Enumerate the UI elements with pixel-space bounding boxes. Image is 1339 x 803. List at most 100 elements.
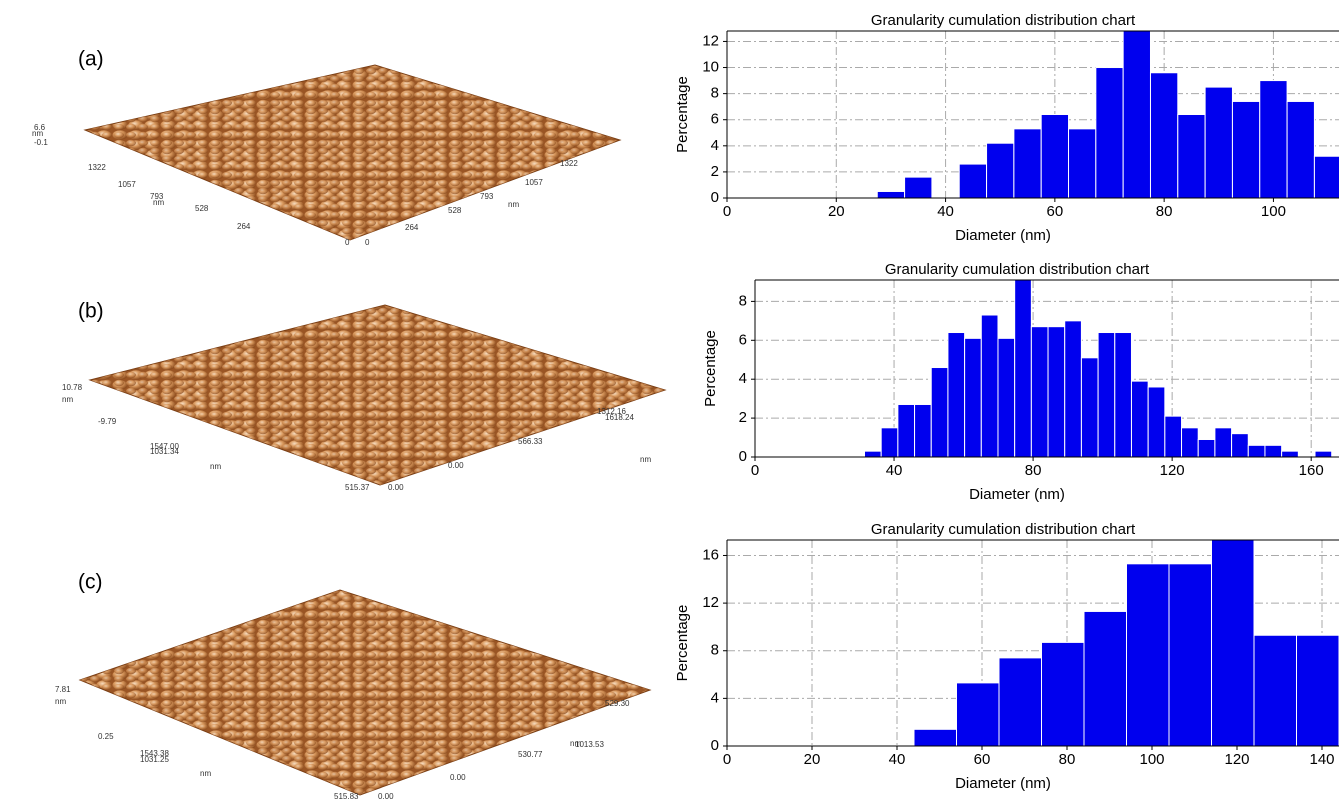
bar [1259,80,1288,198]
chart-title: Granularity cumulation distribution char… [871,521,1136,538]
afm-axis-label: nm [55,697,66,706]
afm-surface [80,590,650,795]
bar [997,337,1016,457]
bar [1047,326,1066,457]
bar [914,403,932,457]
afm-axis-label: 793 [480,192,494,201]
afm-axis-label: 528 [448,206,462,215]
bar [864,450,882,457]
bar [1247,444,1266,457]
y-tick-label: 0 [739,448,747,465]
bar [1147,386,1166,457]
afm-axis-label: 6.6 [34,123,46,132]
y-tick-label: 2 [739,409,747,426]
y-tick-label: 6 [739,331,747,348]
bar [930,367,949,457]
bar [1231,100,1261,198]
x-tick-label: 0 [723,203,731,220]
afm-axis-label: 1618.24 [605,413,634,422]
afm-axis-label: 7.81 [55,685,71,694]
afm-axis-label: nm [32,129,43,138]
histogram-chart: Granularity cumulation distribution char… [674,521,1339,792]
y-tick-label: 16 [702,546,719,563]
afm-axis-label: 0.00 [450,773,466,782]
x-tick-label: 80 [1156,203,1173,220]
afm-axis-label: 793 [150,192,164,201]
y-tick-label: 12 [702,32,719,49]
bar [1211,540,1255,746]
y-tick-label: 12 [702,594,719,611]
afm-axis-label: 530.77 [518,750,543,759]
bar [1164,415,1183,457]
bar [904,176,933,198]
afm-axis-label: 1013.53 [575,740,604,749]
bar [1013,128,1042,198]
bar [980,314,999,457]
x-tick-label: 100 [1139,751,1164,768]
bar [986,142,1015,198]
afm-axis-label: 1547.00 [150,442,179,451]
afm-axis-label: 566.33 [518,437,543,446]
bar [1040,114,1070,198]
bar [1097,332,1116,457]
afm-axis-label: 10.78 [62,383,83,392]
bar [1095,67,1124,198]
afm-axis-label: 515.83 [334,792,359,801]
x-tick-label: 0 [723,751,731,768]
bar [947,332,966,457]
afm-axis-label: 0 [365,238,370,247]
x-tick-label: 80 [1059,751,1076,768]
x-axis-label: Diameter (nm) [955,227,1051,244]
afm-axis-label: 1312.16 [597,407,626,416]
x-axis-label: Diameter (nm) [955,775,1051,792]
y-tick-label: 6 [711,111,719,128]
afm-axis-label: 0.00 [448,461,464,470]
bar [1114,332,1132,457]
bar [1014,280,1032,457]
bar [1314,450,1333,457]
afm-surface [85,65,620,240]
bars [864,280,1333,457]
y-tick-label: 0 [711,737,719,754]
x-tick-label: 80 [1025,462,1042,479]
x-tick-label: 160 [1299,462,1324,479]
bar [1126,563,1170,746]
bar [1068,128,1097,198]
bar [1253,634,1297,746]
bar [913,728,957,746]
y-tick-label: 4 [739,370,747,387]
x-tick-label: 60 [974,751,991,768]
bar [1122,31,1151,198]
afm-axis-label: nm [508,200,519,209]
x-tick-label: 140 [1309,751,1334,768]
y-tick-label: 2 [711,163,719,180]
bar [1080,357,1099,457]
afm-axis-label: 1031.25 [140,755,169,764]
bar [1177,114,1206,198]
afm-surface [90,305,665,485]
y-tick-label: 8 [711,642,719,659]
bar [1041,641,1085,746]
histogram-chart: Granularity cumulation distribution char… [702,261,1339,503]
y-axis-label: Percentage [674,76,691,153]
afm-axis-label: 0.00 [388,483,404,492]
afm-axis-label: 264 [405,223,419,232]
bar [1130,380,1149,457]
x-tick-label: 120 [1160,462,1185,479]
afm-axis-label: 1543.38 [140,749,169,758]
x-axis-label: Diameter (nm) [969,486,1065,503]
bar [1281,450,1299,457]
afm-axis-label: 0.00 [378,792,394,801]
x-tick-label: 40 [886,462,903,479]
y-tick-label: 8 [739,292,747,309]
afm-axis-label: nm [210,462,221,471]
afm-axis-label: nm [153,198,164,207]
bar [1064,320,1082,457]
bar [1214,427,1233,457]
bar [1286,100,1315,198]
bar [876,190,906,198]
y-axis-label: Percentage [702,330,719,407]
afm-axis-label: nm [570,739,581,748]
bars [913,540,1339,746]
